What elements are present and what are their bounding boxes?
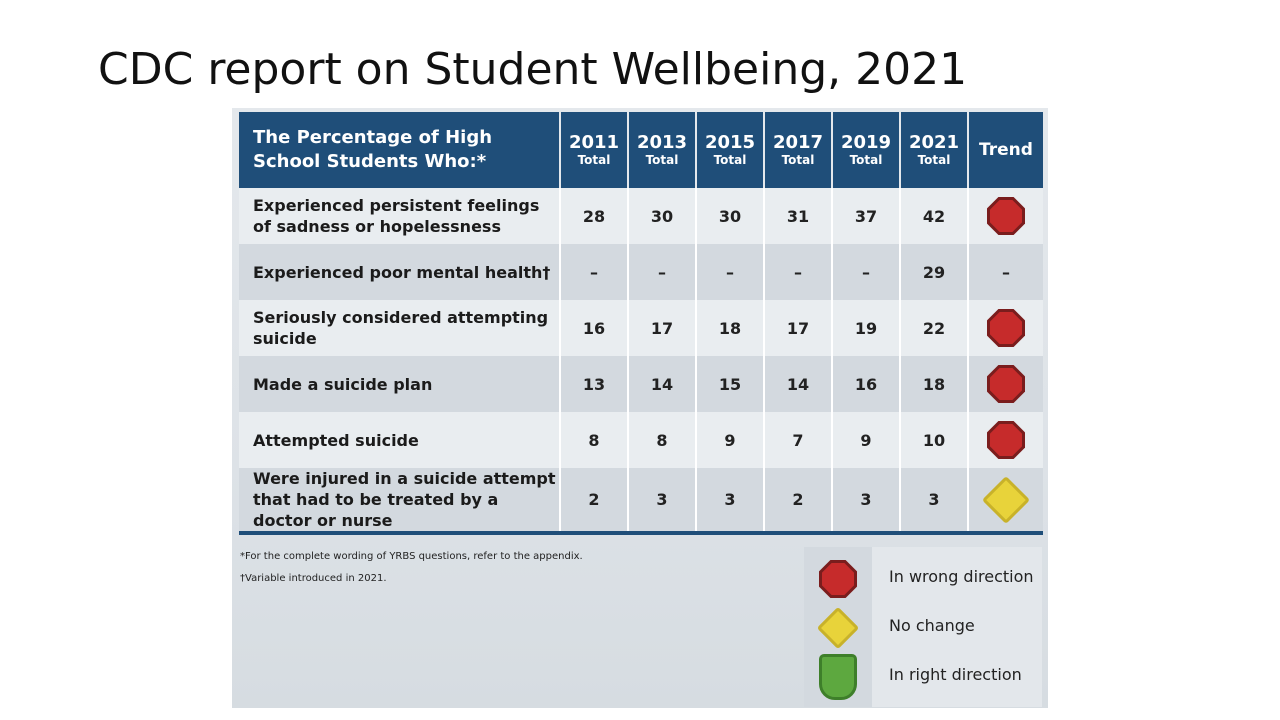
stop-sign-icon <box>819 560 857 598</box>
footnote-wording: *For the complete wording of YRBS questi… <box>240 551 583 562</box>
value-cell: 3 <box>832 468 901 535</box>
year-sublabel: Total <box>781 153 815 167</box>
question-cell: Attempted suicide <box>239 412 561 468</box>
legend-item-wrong: In wrong direction <box>804 555 1042 599</box>
table-row: Experienced persistent feelings of sadne… <box>239 188 1043 244</box>
year-header-2011: 2011 Total <box>560 112 629 188</box>
stop-sign-icon <box>987 309 1025 347</box>
footnotes: *For the complete wording of YRBS questi… <box>240 546 583 590</box>
year-label: 2019 <box>840 132 892 153</box>
question-cell: Seriously considered attempting suicide <box>239 300 561 356</box>
value-cell: 28 <box>560 188 629 244</box>
value-cell: – <box>628 244 697 300</box>
value-cell: 15 <box>696 356 765 412</box>
value-cell: 22 <box>900 300 969 356</box>
value-cell: 2 <box>560 468 629 535</box>
value-cell: 18 <box>900 356 969 412</box>
question-cell: Experienced poor mental health† <box>239 244 561 300</box>
value-cell: 3 <box>900 468 969 535</box>
legend-item-nochange: No change <box>804 604 1042 650</box>
table-row: Were injured in a suicide attempt that h… <box>239 468 1043 535</box>
year-sublabel: Total <box>849 153 883 167</box>
table-header-row: The Percentage of High School Students W… <box>239 112 1043 188</box>
legend-label: In right direction <box>889 665 1022 684</box>
question-column-header: The Percentage of High School Students W… <box>239 112 561 188</box>
value-cell: 30 <box>696 188 765 244</box>
legend-label: In wrong direction <box>889 567 1034 586</box>
value-cell: 37 <box>832 188 901 244</box>
year-header-2021: 2021 Total <box>900 112 969 188</box>
value-cell: 7 <box>764 412 833 468</box>
value-cell: 17 <box>628 300 697 356</box>
value-cell: – <box>560 244 629 300</box>
value-cell: 2 <box>764 468 833 535</box>
value-cell: 17 <box>764 300 833 356</box>
table-row: Attempted suicide 8 8 9 7 9 10 <box>239 412 1043 468</box>
legend-item-right: In right direction <box>804 653 1042 700</box>
year-sublabel: Total <box>645 153 679 167</box>
footnote-variable: †Variable introduced in 2021. <box>240 573 387 584</box>
value-cell: 9 <box>832 412 901 468</box>
value-cell: 16 <box>560 300 629 356</box>
year-sublabel: Total <box>917 153 951 167</box>
value-cell: 16 <box>832 356 901 412</box>
value-cell: 8 <box>560 412 629 468</box>
green-shield-icon <box>819 654 857 700</box>
yellow-diamond-icon <box>816 606 860 650</box>
year-label: 2017 <box>772 132 824 153</box>
value-cell: 3 <box>696 468 765 535</box>
value-cell: 10 <box>900 412 969 468</box>
trend-cell <box>968 356 1043 412</box>
year-header-2015: 2015 Total <box>696 112 765 188</box>
year-sublabel: Total <box>577 153 611 167</box>
value-cell: 13 <box>560 356 629 412</box>
value-cell: 42 <box>900 188 969 244</box>
trend-column-header: Trend <box>968 112 1043 188</box>
slide-title: CDC report on Student Wellbeing, 2021 <box>98 44 968 95</box>
value-cell: 31 <box>764 188 833 244</box>
value-cell: 19 <box>832 300 901 356</box>
value-cell: 9 <box>696 412 765 468</box>
value-cell: 3 <box>628 468 697 535</box>
trend-cell <box>968 468 1043 535</box>
value-cell: – <box>764 244 833 300</box>
table-row: Seriously considered attempting suicide … <box>239 300 1043 356</box>
trend-cell <box>968 300 1043 356</box>
year-label: 2013 <box>636 132 688 153</box>
trend-legend: In wrong direction No change In right di… <box>804 547 1042 707</box>
stop-sign-icon <box>987 421 1025 459</box>
stop-sign-icon <box>987 197 1025 235</box>
student-wellbeing-table: The Percentage of High School Students W… <box>239 112 1043 535</box>
trend-cell <box>968 412 1043 468</box>
year-label: 2021 <box>908 132 960 153</box>
year-label: 2015 <box>704 132 756 153</box>
yellow-diamond-icon <box>981 475 1031 524</box>
legend-label: No change <box>889 616 975 635</box>
value-cell: 29 <box>900 244 969 300</box>
value-cell: 8 <box>628 412 697 468</box>
year-label: 2011 <box>568 132 620 153</box>
year-header-2013: 2013 Total <box>628 112 697 188</box>
year-header-2019: 2019 Total <box>832 112 901 188</box>
trend-cell <box>968 188 1043 244</box>
value-cell: – <box>696 244 765 300</box>
value-cell: 14 <box>764 356 833 412</box>
value-cell: 18 <box>696 300 765 356</box>
cdc-infographic: The Percentage of High School Students W… <box>232 108 1048 708</box>
table-row: Experienced poor mental health† – – – – … <box>239 244 1043 300</box>
value-cell: 30 <box>628 188 697 244</box>
stop-sign-icon <box>987 365 1025 403</box>
year-header-2017: 2017 Total <box>764 112 833 188</box>
question-cell: Experienced persistent feelings of sadne… <box>239 188 561 244</box>
year-sublabel: Total <box>713 153 747 167</box>
table-row: Made a suicide plan 13 14 15 14 16 18 <box>239 356 1043 412</box>
value-cell: 14 <box>628 356 697 412</box>
question-cell: Made a suicide plan <box>239 356 561 412</box>
trend-cell: – <box>968 244 1043 300</box>
question-cell: Were injured in a suicide attempt that h… <box>239 468 561 535</box>
value-cell: – <box>832 244 901 300</box>
